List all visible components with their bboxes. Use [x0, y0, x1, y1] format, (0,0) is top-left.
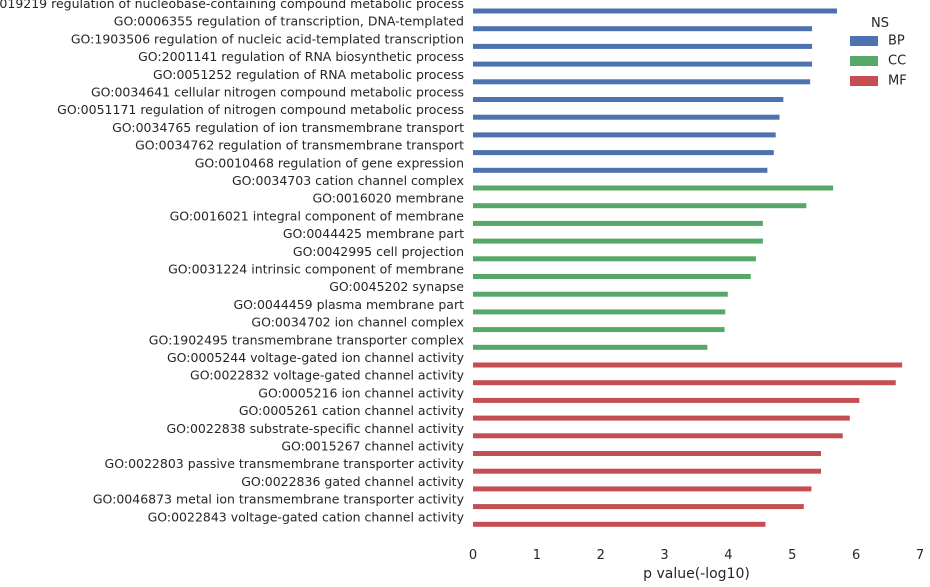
bar-mf [473, 362, 903, 368]
category-label: GO:0005261 cation channel activity [239, 403, 465, 418]
bar-mf [473, 486, 812, 492]
bars-group [473, 8, 903, 527]
category-labels-group: GO:0019219 regulation of nucleobase-cont… [0, 0, 465, 524]
x-axis-title: p value(-log10) [643, 566, 750, 582]
category-label: GO:0022803 passive transmembrane transpo… [105, 456, 465, 471]
category-label: GO:0034702 ion channel complex [251, 315, 464, 330]
bar-cc [473, 185, 834, 191]
category-label: GO:0042995 cell projection [293, 244, 464, 259]
x-tick-label: 4 [724, 548, 732, 563]
bar-mf [473, 521, 766, 527]
category-label: GO:0051252 regulation of RNA metabolic p… [153, 67, 464, 82]
bar-cc [473, 327, 725, 333]
category-label: GO:2001141 regulation of RNA biosyntheti… [138, 49, 464, 64]
category-label: GO:0005244 voltage-gated ion channel act… [167, 350, 465, 365]
category-label: GO:0022832 voltage-gated channel activit… [190, 368, 465, 383]
x-tick-label: 2 [597, 548, 605, 563]
legend-swatch-mf [850, 76, 878, 86]
legend-label-cc: CC [888, 54, 906, 69]
legend-swatch-cc [850, 56, 878, 66]
legend-swatch-bp [850, 36, 878, 46]
bar-bp [473, 97, 784, 102]
bar-mf [473, 380, 896, 386]
category-label: GO:0034765 regulation of ion transmembra… [112, 120, 464, 135]
bar-cc [473, 256, 756, 262]
category-label: GO:1903506 regulation of nucleic acid-te… [71, 31, 464, 46]
x-tick-label: 1 [533, 548, 541, 563]
category-label: GO:0034641 cellular nitrogen compound me… [91, 85, 464, 100]
category-label: GO:0005216 ion channel activity [258, 385, 464, 400]
bar-cc [473, 344, 708, 350]
category-label: GO:0022836 gated channel activity [241, 474, 464, 489]
legend-label-bp: BP [888, 34, 905, 49]
bar-cc [473, 274, 751, 279]
bar-mf [473, 397, 860, 403]
bar-cc [473, 238, 763, 244]
bar-bp [473, 26, 813, 32]
bar-bp [473, 132, 776, 138]
bar-cc [473, 203, 807, 209]
bar-mf [473, 415, 850, 421]
bar-cc [473, 309, 726, 315]
bar-mf [473, 433, 843, 439]
x-axis-ticks-group: 0 1 2 3 4 5 6 7 [469, 548, 924, 563]
x-tick-label: 0 [469, 548, 477, 563]
category-label: GO:0019219 regulation of nucleobase-cont… [0, 0, 464, 11]
x-tick-label: 7 [916, 548, 924, 563]
category-label: GO:0046873 metal ion transmembrane trans… [93, 492, 465, 507]
category-label: GO:0010468 regulation of gene expression [195, 155, 464, 170]
bar-bp [473, 79, 811, 85]
x-tick-label: 5 [788, 548, 796, 563]
category-label: GO:0034703 cation channel complex [232, 173, 464, 188]
bar-bp [473, 61, 813, 67]
category-label: GO:0016021 integral component of membran… [170, 208, 465, 223]
category-label: GO:0044459 plasma membrane part [233, 297, 464, 312]
bar-bp [473, 114, 780, 120]
category-label: GO:0022838 substrate-specific channel ac… [166, 421, 464, 436]
category-label: GO:0051171 regulation of nitrogen compou… [57, 102, 464, 117]
x-tick-label: 6 [852, 548, 860, 563]
category-label: GO:0022843 voltage-gated cation channel … [148, 509, 465, 524]
category-label: GO:1902495 transmembrane transporter com… [149, 332, 464, 347]
bar-mf [473, 451, 822, 456]
category-label: GO:0045202 synapse [329, 279, 464, 294]
bar-mf [473, 468, 822, 474]
category-label: GO:0015267 channel activity [281, 439, 464, 454]
legend-title: NS [871, 16, 889, 31]
x-tick-label: 3 [660, 548, 668, 563]
category-label: GO:0044425 membrane part [283, 226, 464, 241]
legend: NS BP CC MF [850, 16, 907, 89]
legend-label-mf: MF [888, 74, 907, 89]
bar-cc [473, 220, 763, 226]
bar-bp [473, 150, 774, 156]
category-label: GO:0016020 membrane [312, 191, 464, 206]
category-label: GO:0031224 intrinsic component of membra… [168, 262, 464, 277]
bar-mf [473, 504, 804, 510]
category-label: GO:0006355 regulation of transcription, … [114, 14, 464, 29]
bar-bp [473, 167, 768, 173]
bar-bp [473, 8, 837, 14]
category-label: GO:0034762 regulation of transmembrane t… [135, 138, 464, 153]
bar-bp [473, 43, 813, 49]
bar-cc [473, 291, 728, 297]
